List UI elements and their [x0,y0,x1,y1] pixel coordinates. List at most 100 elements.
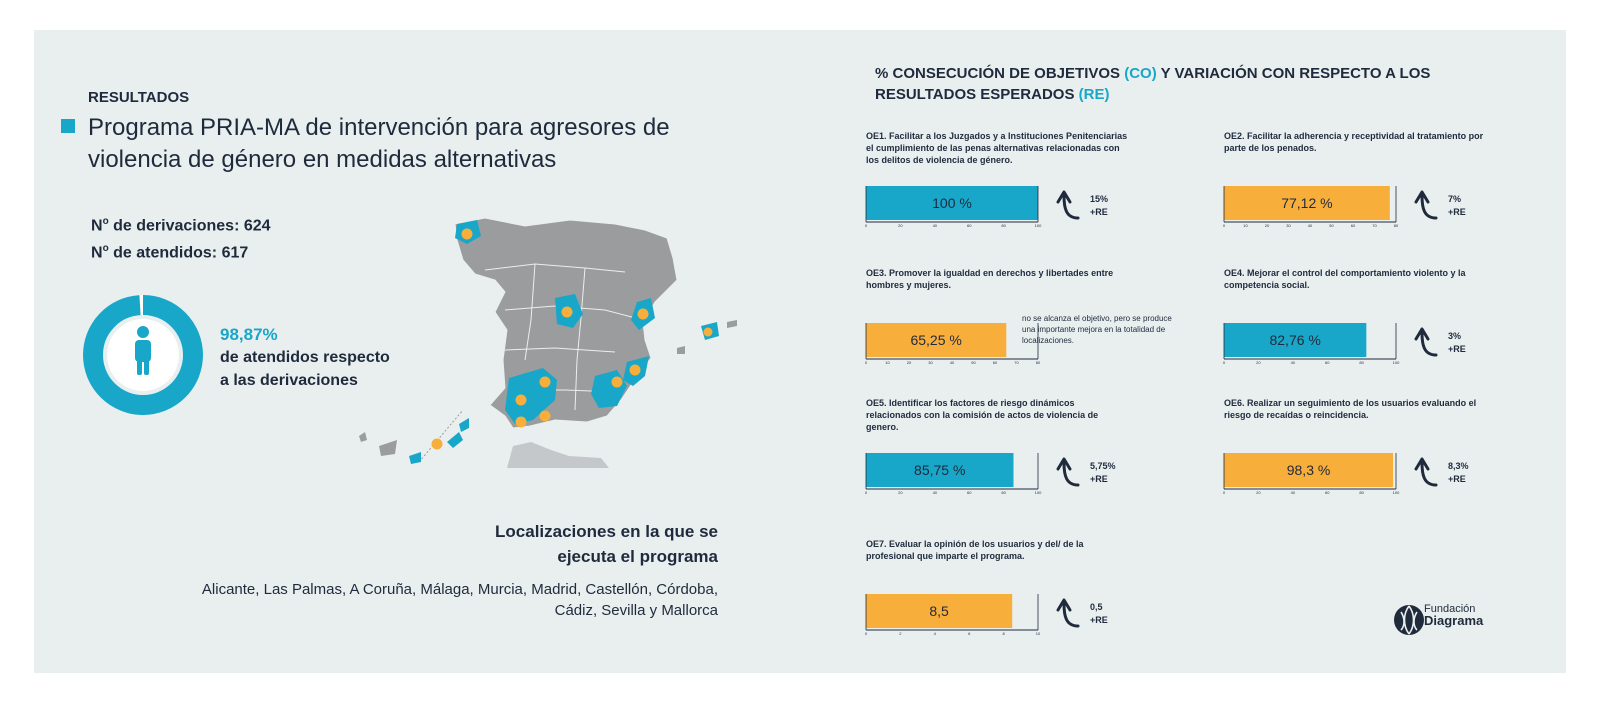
x-tick-label: 40 [933,490,938,495]
x-tick-label: 0 [1223,223,1226,228]
dot-las-palmas [431,438,443,450]
x-tick-label: 0 [1223,490,1226,495]
re-variation: 7% +RE [1448,193,1466,219]
charts-heading-accent: (CO) [1124,65,1157,82]
increase-arrow-icon [1056,190,1080,220]
x-tick-label: 70 [1014,360,1019,365]
re-variation: 8,3% +RE [1448,460,1469,486]
x-tick-label: 20 [1256,360,1261,365]
re-label: +RE [1090,615,1108,625]
dot-cadiz [515,416,527,428]
x-tick-label: 80 [1359,490,1364,495]
dot-coruna [461,228,473,240]
canarias-separator [418,409,464,463]
objective-chart-oe3: OE3. Promover la igualdad en derechos y … [865,267,1196,392]
dot-madrid [561,306,573,318]
x-tick-label: 4 [934,631,937,636]
x-tick-label: 0 [865,223,868,228]
fundacion-diagrama-logo [1394,605,1424,635]
locations-list: Alicante, Las Palmas, A Coruña, Málaga, … [200,579,718,621]
bar-value-label: 65,25 % [910,332,961,348]
x-tick-label: 60 [1325,360,1330,365]
x-tick-label: 10 [885,360,890,365]
dot-sevilla [515,394,527,406]
attendance-line1: de atendidos respecto [220,349,390,366]
objective-bar-chart: 85,75 % 0 20 40 60 80 100 [865,453,1042,495]
objective-title: OE2. Facilitar la adherencia y receptivi… [1224,131,1484,153]
bar-value-label: 98,3 % [1287,462,1331,478]
locations-heading: Localizaciones en la que se ejecuta el p… [460,519,718,569]
objective-title: OE4. Mejorar el control del comportamien… [1224,268,1466,290]
dot-murcia [611,376,623,388]
x-tick-label: 0 [865,360,868,365]
re-variation: 0,5 +RE [1090,601,1108,627]
x-tick-label: 80 [1036,360,1041,365]
re-value: 15% [1090,194,1109,204]
increase-arrow-icon [1414,327,1438,357]
locations-list-line2: Cádiz, Sevilla y Mallorca [554,602,718,619]
objective-bar-chart: 77,12 % 0 10 20 30 40 50 60 70 80 [1223,186,1399,228]
stats-block: No de derivaciones: 624 No de atendidos:… [91,210,271,265]
x-tick-label: 20 [1265,223,1270,228]
x-tick-label: 100 [1393,490,1400,495]
increase-arrow-icon [1056,598,1080,628]
x-tick-label: 40 [1308,223,1313,228]
dot-cordoba [539,376,551,388]
dot-castellon [637,308,649,320]
atendidos-stat: No de atendidos: 617 [91,237,271,264]
re-variation: 15% +RE [1090,193,1108,219]
derivaciones-text: de derivaciones: 624 [113,217,271,235]
re-label: +RE [1448,207,1466,217]
x-tick-label: 0 [1223,360,1226,365]
charts-heading-text: RESULTADOS ESPERADOS [875,86,1079,103]
x-tick-label: 20 [898,490,903,495]
bar [1224,323,1367,357]
objective-bar-chart: 65,25 % 0 10 20 30 40 50 60 70 80 [865,323,1041,365]
re-label: +RE [1090,474,1108,484]
objective-chart-oe1: OE1. Facilitar a los Juzgados y a Instit… [865,130,1196,255]
re-value: 8,3% [1448,461,1469,471]
atendidos-text: de atendidos: 617 [113,244,249,262]
locations-heading-line1: Localizaciones en la que se [495,522,718,541]
title-marker [61,119,75,133]
re-variation: 5,75% +RE [1090,460,1116,486]
re-value: 5,75% [1090,461,1116,471]
x-tick-label: 60 [1325,490,1330,495]
bar-value-label: 82,76 % [1269,332,1320,348]
spain-map [359,217,737,468]
charts-heading: % CONSECUCIÓN DE OBJETIVOS (CO) Y VARIAC… [875,63,1475,105]
x-tick-label: 6 [968,631,971,636]
attendance-line2: a las derivaciones [220,372,358,389]
objective-chart-oe4: OE4. Mejorar el control del comportamien… [1223,267,1554,392]
objective-bar-chart: 100 % 0 20 40 60 80 100 [865,186,1042,228]
bar [1224,453,1394,487]
x-tick-label: 0 [865,490,868,495]
x-tick-label: 8 [1002,631,1005,636]
x-tick-label: 100 [1393,360,1400,365]
re-variation: 3% +RE [1448,330,1466,356]
x-tick-label: 2 [899,631,902,636]
increase-arrow-icon [1414,190,1438,220]
section-label: RESULTADOS [88,89,190,106]
logo-mark-icon [1394,605,1424,635]
x-tick-label: 50 [1329,223,1334,228]
x-tick-label: 60 [1351,223,1356,228]
x-tick-label: 40 [1291,490,1296,495]
bar-value-label: 100 % [932,195,972,211]
x-tick-label: 70 [1372,223,1377,228]
number-sup: o [102,216,109,227]
x-tick-label: 40 [1291,360,1296,365]
objective-note: no se alcanza el objetivo, pero se produ… [1022,314,1172,345]
x-tick-label: 50 [971,360,976,365]
x-tick-label: 0 [865,631,868,636]
objective-title: OE3. Promover la igualdad en derechos y … [866,268,1114,290]
x-tick-label: 40 [933,223,938,228]
page-title: Programa PRIA-MA de intervención para ag… [88,114,670,173]
donut-arc [83,295,203,415]
canary-islands [359,418,469,464]
logo-text: Fundación Diagrama [1424,603,1483,627]
bar-value-label: 77,12 % [1281,195,1332,211]
dot-malaga [539,410,551,422]
attendance-percent: 98,87% [220,325,278,344]
bar [866,594,1013,628]
